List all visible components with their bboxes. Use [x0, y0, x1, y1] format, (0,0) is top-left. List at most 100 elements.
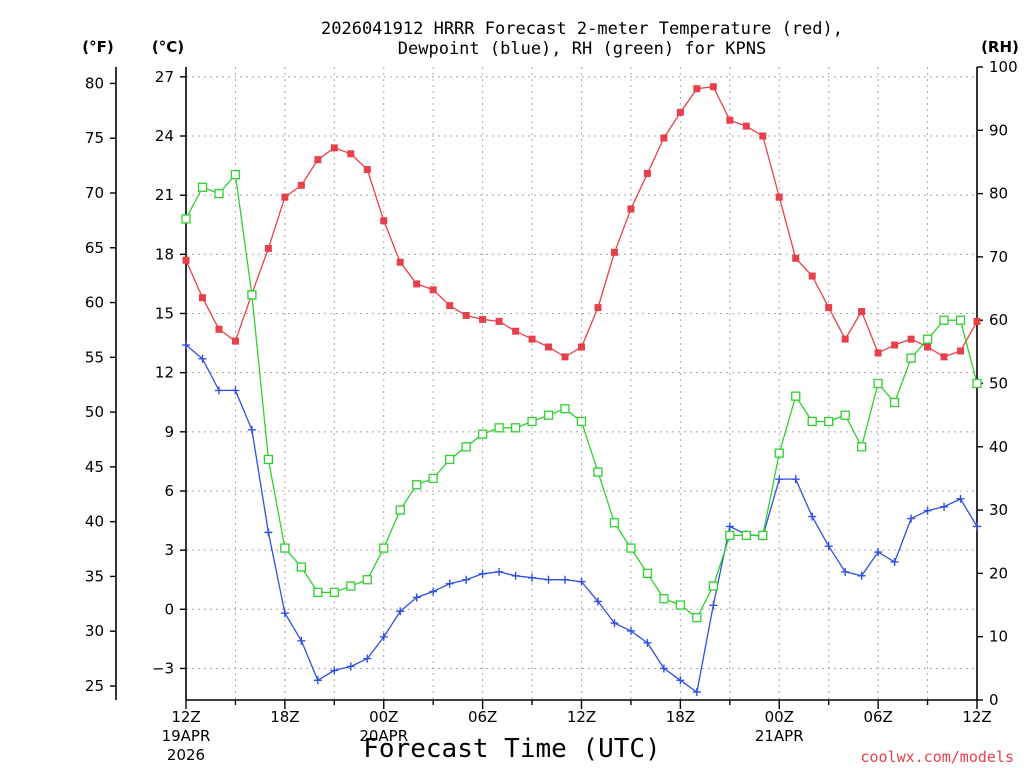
- rh-point: [626, 543, 636, 553]
- rh-point: [477, 429, 488, 439]
- dewpoint-point: [791, 475, 800, 484]
- rh-point: [461, 442, 471, 452]
- temperature-point: [759, 132, 767, 140]
- rh-point: [395, 505, 405, 515]
- temperature-point: [462, 311, 470, 319]
- rh-point: [856, 442, 867, 452]
- axes: [115, 67, 978, 701]
- dewpoint-point: [363, 654, 372, 663]
- rh-point: [741, 530, 751, 541]
- rh-point: [329, 587, 339, 598]
- temperature-point: [610, 248, 618, 256]
- f-axis-tick-label: 65: [85, 239, 104, 257]
- f-axis-tick-label: 40: [85, 513, 104, 531]
- rh-point: [428, 473, 438, 484]
- temperature-point: [858, 308, 866, 316]
- chart-title-line2: Dewpoint (blue), RH (green) for KPNS: [398, 39, 766, 59]
- temperature-point: [594, 304, 602, 312]
- rh-point: [906, 353, 916, 363]
- rh-axis-tick-label: 100: [989, 58, 1018, 76]
- rh-point: [527, 416, 537, 427]
- rh-point: [889, 397, 900, 408]
- dewpoint-point: [857, 571, 866, 580]
- f-axis-tick-label: 30: [85, 622, 104, 640]
- dewpoint-point: [396, 607, 405, 616]
- rh-axis-tick-label: 40: [989, 438, 1008, 456]
- rh-point: [412, 480, 422, 490]
- temperature-point: [330, 144, 338, 152]
- dewpoint-point: [297, 636, 306, 645]
- rh-point: [230, 169, 241, 180]
- dewpoint-point: [182, 341, 190, 350]
- c-axis-tick-label: 0: [164, 600, 174, 618]
- temperature-point: [808, 272, 816, 280]
- temperature-point: [709, 83, 717, 91]
- rh-point: [955, 315, 966, 325]
- rh-series: [181, 169, 982, 623]
- rh-point: [346, 581, 356, 591]
- temperature-point: [775, 193, 783, 201]
- rh-axis-tick-label: 80: [989, 185, 1008, 203]
- dewpoint-point: [231, 386, 240, 395]
- x-axis-tick-label: 00Z: [369, 708, 398, 726]
- rh-point: [840, 410, 850, 420]
- temperature-point: [924, 343, 932, 351]
- rh-point: [922, 334, 933, 344]
- rh-point: [379, 543, 389, 553]
- x-axis-tick-label: 00Z: [765, 708, 794, 726]
- temperature-point: [578, 343, 585, 351]
- f-axis-tick-label: 60: [85, 294, 104, 312]
- dewpoint-point: [412, 593, 421, 602]
- unit-label-celsius: (°C): [152, 38, 184, 56]
- dewpoint-point: [495, 567, 504, 576]
- x-axis-date-label: 20APR: [359, 727, 408, 745]
- x-axis-tick-label: 12Z: [567, 708, 596, 726]
- temperature-point: [479, 315, 487, 323]
- rh-axis-tick-label: 20: [989, 564, 1008, 582]
- temperature-point: [957, 347, 965, 355]
- rh-point: [791, 391, 801, 401]
- temperature-point: [198, 294, 206, 302]
- x-axis-tick-label: 06Z: [468, 708, 497, 726]
- c-axis-tick-label: 21: [155, 186, 174, 204]
- dewpoint-point: [659, 664, 668, 673]
- rh-point: [807, 416, 817, 427]
- temperature-point: [561, 353, 569, 361]
- dewpoint-point: [511, 571, 520, 580]
- dewpoint-point: [214, 386, 223, 395]
- rh-point: [675, 600, 686, 610]
- dewpoint-point: [445, 579, 454, 588]
- temperature-point: [940, 353, 948, 361]
- temperature-point: [891, 341, 899, 349]
- temperature-point: [446, 302, 454, 310]
- c-axis-tick-label: −3: [152, 659, 174, 677]
- rh-axis-tick-label: 0: [989, 691, 999, 709]
- f-axis-tick-label: 25: [85, 677, 104, 695]
- dewpoint-point: [725, 522, 734, 531]
- dewpoint-point: [956, 494, 965, 503]
- rh-point: [824, 416, 834, 427]
- rh-point: [725, 530, 735, 541]
- rh-point: [758, 530, 768, 541]
- rh-point: [543, 410, 554, 420]
- temperature-point: [627, 205, 635, 213]
- temperature-point: [380, 217, 388, 225]
- c-axis-tick-label: 6: [164, 482, 174, 500]
- dewpoint-point: [841, 567, 850, 576]
- temperature-point: [825, 304, 833, 312]
- temperature-point: [396, 258, 404, 266]
- temperature-point: [841, 335, 849, 343]
- rh-point: [181, 214, 191, 224]
- rh-point: [247, 290, 257, 300]
- dewpoint-point: [610, 619, 619, 628]
- dewpoint-point: [709, 601, 718, 610]
- c-axis-tick-label: 9: [164, 423, 174, 441]
- c-axis-tick-label: 24: [155, 127, 174, 145]
- temperature-point: [676, 108, 684, 116]
- dewpoint-point: [874, 548, 883, 557]
- rh-point: [263, 454, 274, 465]
- dewpoint-point: [973, 522, 981, 531]
- rh-point: [708, 581, 718, 591]
- temperature-point: [413, 280, 421, 288]
- temperature-point: [231, 337, 239, 345]
